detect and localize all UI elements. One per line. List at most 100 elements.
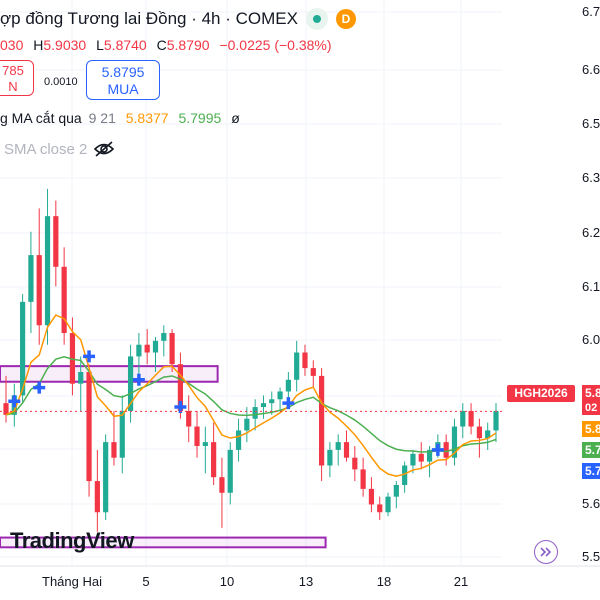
exchange-badge: D xyxy=(335,9,356,29)
candle-body xyxy=(86,371,92,482)
sell-button[interactable]: 785 N xyxy=(0,60,34,96)
candle-body xyxy=(318,375,325,466)
candle-body xyxy=(460,410,466,427)
time-axis-tick: 21 xyxy=(453,574,469,589)
change-value: −0.0225 (−0.38%) xyxy=(219,37,332,53)
grid xyxy=(0,0,600,567)
sell-label: N xyxy=(8,79,18,94)
candle-body xyxy=(61,266,67,334)
buy-price: 5.8795 xyxy=(101,64,145,80)
ma-slow-value: 5.7995 xyxy=(178,110,222,126)
buy-label: MUA xyxy=(107,81,139,97)
market-open-icon xyxy=(305,8,328,30)
candle-body xyxy=(252,407,258,419)
candle-body xyxy=(53,216,59,267)
symbol-title[interactable]: ợp đồng Tương lai Đồng · 4h · COMEX xyxy=(0,9,298,28)
double-chevron-right-icon xyxy=(540,547,552,557)
candle-body xyxy=(393,484,399,497)
candle-body xyxy=(352,457,358,470)
candle-body xyxy=(152,340,159,353)
candle-body xyxy=(211,442,217,478)
countdown-tag: 02 xyxy=(582,401,600,415)
candle-body xyxy=(103,442,109,513)
candle-body xyxy=(111,442,117,458)
candle-body xyxy=(194,426,200,447)
candle-body xyxy=(343,442,350,458)
candle-body xyxy=(136,344,142,357)
candle-body xyxy=(28,255,34,302)
price-axis-tick: 6.1 xyxy=(582,279,600,294)
range-box xyxy=(0,365,219,383)
candle-body xyxy=(3,403,9,415)
candle-body xyxy=(260,403,267,408)
candle-body xyxy=(451,426,458,458)
candle-body xyxy=(36,255,42,326)
sell-price: 785 xyxy=(2,63,24,78)
price-axis-tick: 6.5 xyxy=(582,116,600,131)
candle-body xyxy=(69,333,76,384)
candle-body xyxy=(285,379,291,392)
candle-body xyxy=(94,481,100,513)
buy-button[interactable]: 5.8795 MUA xyxy=(86,60,160,100)
price-axis-tick: 6.2 xyxy=(582,225,600,240)
buy-markers xyxy=(8,350,444,456)
candle-body xyxy=(310,368,316,376)
ma-cross-legend[interactable]: g MA cắt qua 9 21 5.8377 5.7995 ø xyxy=(0,110,240,126)
price-axis-tick: 6.7 xyxy=(582,4,600,19)
fast-ma-tag: 5.8 xyxy=(582,421,600,437)
buy-marker xyxy=(431,443,444,456)
candle-body xyxy=(426,449,433,462)
buy-marker xyxy=(33,381,46,394)
price-axis-tick: 6.6 xyxy=(582,62,600,77)
ma-fast-line xyxy=(5,314,497,477)
price-axis-tick: 5.6 xyxy=(582,496,600,511)
time-axis-tick: 18 xyxy=(376,574,392,589)
candle-body xyxy=(385,496,391,513)
candle-body xyxy=(244,418,250,431)
candle-body xyxy=(468,410,474,427)
candle-body xyxy=(327,449,333,466)
candle-body xyxy=(410,453,416,466)
candle-body xyxy=(219,477,225,493)
time-axis-tick: 10 xyxy=(219,574,235,589)
ma-slow-line xyxy=(5,356,497,453)
close-label: C xyxy=(156,37,167,53)
ma-cross-label: g MA cắt qua xyxy=(0,110,82,126)
candle-body xyxy=(169,333,175,365)
candle-body xyxy=(227,449,233,493)
candle-body xyxy=(44,216,51,326)
candle-body xyxy=(485,430,491,439)
open-value: 030 xyxy=(0,37,24,53)
candle-body xyxy=(119,410,125,458)
ma-fast-value: 5.8377 xyxy=(125,110,169,126)
buy-marker xyxy=(83,350,96,363)
moving-averages xyxy=(5,314,497,477)
spread-value: 0.0010 xyxy=(44,76,78,88)
scroll-to-realtime-button[interactable] xyxy=(534,540,558,564)
candle-body xyxy=(476,426,482,439)
candle-body xyxy=(277,391,283,400)
eye-hidden-icon[interactable] xyxy=(93,140,115,158)
candle-body xyxy=(443,442,449,458)
high-label: H xyxy=(33,37,44,53)
low-value: 5.8740 xyxy=(103,37,147,53)
candle-body xyxy=(302,352,308,369)
time-axis-tick: 5 xyxy=(142,574,150,589)
candle-body xyxy=(368,488,375,505)
time-axis-tick: Tháng Hai xyxy=(42,574,102,589)
time-axis-tick: 13 xyxy=(298,574,314,589)
range-boxes[interactable] xyxy=(0,365,327,549)
tradingview-logo: TradingView xyxy=(10,528,134,553)
candle-body xyxy=(402,465,408,485)
symbol-title-row[interactable]: ợp đồng Tương lai Đồng · 4h · COMEX D xyxy=(0,8,356,30)
sma-legend[interactable]: SMA close 2 xyxy=(0,140,115,158)
price-axis-tick: 6.0 xyxy=(582,332,600,347)
symbol-price-tag: HGH2026 xyxy=(507,385,575,402)
candle-body xyxy=(144,344,150,353)
slow-ma-tag: 5.7 xyxy=(582,442,600,458)
ohlc-row: 030 H5.9030 L5.8740 C5.8790 −0.0225 (−0.… xyxy=(0,37,338,53)
candle-body xyxy=(360,469,366,489)
candle-body xyxy=(127,356,134,411)
